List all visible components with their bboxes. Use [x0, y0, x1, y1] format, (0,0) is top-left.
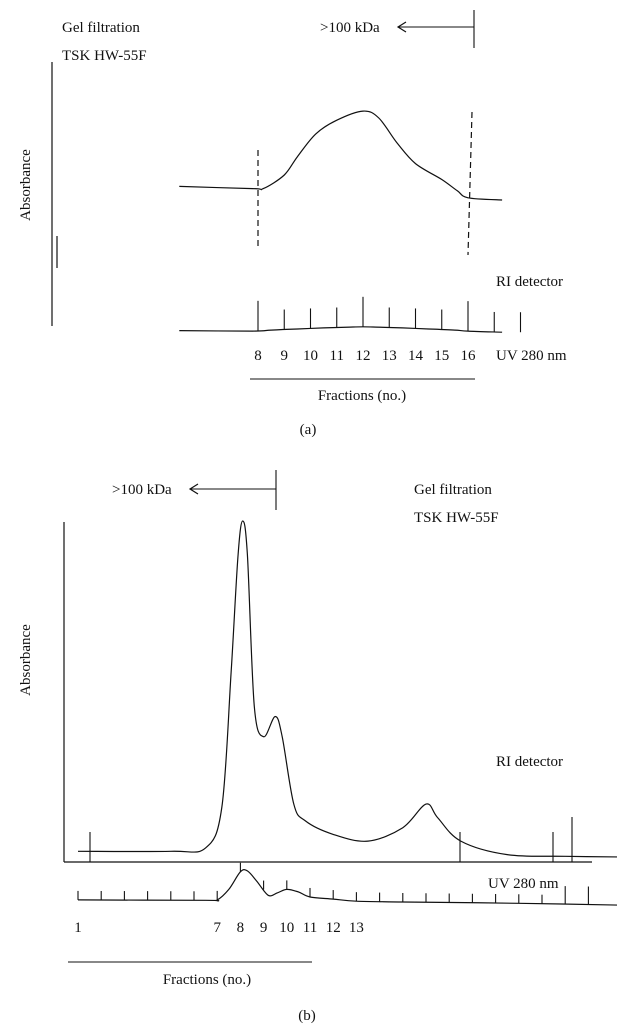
panel-a-fraction-label: 8	[254, 348, 262, 364]
panel-b-fraction-label: 7	[213, 920, 221, 936]
panel-a-fraction-label: 14	[408, 348, 424, 364]
panel-b-fraction-labels: 1 7 8 9 10 11 12 13	[74, 920, 364, 936]
panel-a-pool-end-dashed-line	[467, 111, 473, 256]
panel-a-fraction-ticks	[257, 296, 522, 333]
panel-b-fraction-label: 13	[349, 920, 364, 936]
panel-a-y-axis-label: Absorbance	[18, 149, 34, 221]
panel-a-fraction-label: 10	[303, 348, 318, 364]
panel-a-method-line-1: Gel filtration	[62, 20, 140, 36]
panel-b-method-line-1: Gel filtration	[414, 482, 492, 498]
panel-b-label: (b)	[298, 1008, 316, 1024]
panel-b-size-marker-arrowhead	[188, 483, 199, 495]
panel-a-fraction-labels: 8 9 10 11 12 13 14 15 16	[254, 348, 476, 364]
panel-b-fraction-label: 10	[279, 920, 294, 936]
panel-b-fraction-label: 11	[303, 920, 317, 936]
panel-b-fraction-ticks	[77, 862, 589, 905]
panel-a-fraction-label: 9	[281, 348, 289, 364]
panel-b-uv-trace	[77, 869, 617, 906]
panel-a-size-marker-label: >100 kDa	[320, 20, 380, 36]
panel-a-method-line-2: TSK HW-55F	[62, 48, 147, 64]
panel-a-size-marker-arrowhead	[396, 21, 407, 33]
panel-b-fraction-label: 1	[74, 920, 82, 936]
panel-b-uv-series-label: UV 280 nm	[488, 876, 559, 892]
panel-a-fraction-label: 16	[461, 348, 477, 364]
panel-b-fraction-label: 8	[237, 920, 245, 936]
panel-b-size-marker-label: >100 kDa	[112, 482, 172, 498]
panel-b-method-line-2: TSK HW-55F	[414, 510, 499, 526]
panel-a-fraction-label: 11	[330, 348, 344, 364]
panel-b-fraction-label: 9	[260, 920, 268, 936]
panel-a-label: (a)	[300, 422, 317, 438]
panel-b: >100 kDa Gel filtration TSK HW-55F Absor…	[18, 470, 617, 1024]
panel-b-x-axis-label: Fractions (no.)	[163, 972, 251, 988]
panel-a-ri-series-label: RI detector	[496, 274, 563, 290]
panel-b-ri-trace	[77, 520, 617, 858]
panel-b-ri-series-label: RI detector	[496, 754, 563, 770]
panel-a-uv-series-label: UV 280 nm	[496, 348, 567, 364]
panel-a-fraction-label: 12	[356, 348, 371, 364]
panel-a: Gel filtration TSK HW-55F >100 kDa Absor…	[18, 10, 567, 438]
panel-a-x-axis-label: Fractions (no.)	[318, 388, 406, 404]
panel-a-fraction-label: 15	[434, 348, 449, 364]
panel-a-uv-trace	[179, 326, 503, 333]
panel-b-y-axis-label: Absorbance	[18, 624, 34, 696]
panel-b-fraction-label: 12	[326, 920, 341, 936]
panel-a-fraction-label: 13	[382, 348, 397, 364]
panel-a-ri-trace	[179, 110, 503, 201]
